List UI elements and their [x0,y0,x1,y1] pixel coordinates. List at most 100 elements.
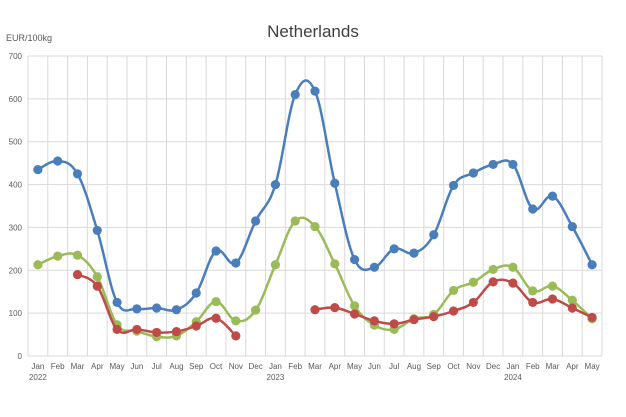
series-0-point [429,230,439,240]
series-1-point [330,259,340,269]
series-2-point [72,269,83,280]
y-tick-label: 500 [9,138,23,147]
x-year-label: 2022 [29,373,47,382]
series-0-line [37,79,594,312]
x-tick-label: Apr [566,362,579,371]
series-0-point [508,159,518,170]
series-1-point [72,250,83,260]
series-2-point [448,306,459,316]
x-tick-label: Aug [169,362,183,371]
series-0-point [251,216,261,226]
x-tick-label: Jan [31,362,44,371]
series-0-point [112,297,122,308]
series-2-point [409,314,419,325]
series-2-point [508,278,518,288]
series-2-point [171,326,182,337]
x-tick-label: Oct [447,362,460,371]
x-tick-label: May [585,362,600,371]
x-tick-label: Feb [288,362,302,371]
x-tick-label: Oct [210,362,223,371]
x-tick-label: Mar [308,362,322,371]
series-2-point [112,324,122,335]
y-tick-label: 200 [9,266,23,275]
x-tick-label: Mar [546,362,560,371]
x-tick-label: Jul [389,362,399,371]
x-year-label: 2024 [504,373,522,382]
series-2-point [547,294,558,304]
series-0-point [349,254,360,265]
series-0-point [409,248,419,258]
series-0-point [72,169,83,179]
series-0-point [567,221,577,232]
y-tick-label: 600 [9,95,23,104]
series-1-point [92,272,102,282]
series-2-point [231,331,241,341]
series-1-point [567,295,577,305]
series-0-point [171,305,182,315]
series-2-point [310,305,320,315]
series-1-point [349,301,360,311]
series-0-point [488,159,498,170]
series-2-point [349,309,360,319]
x-tick-label: May [110,362,125,371]
series-0-point [191,288,201,298]
series-0-point [270,179,281,190]
y-axis-unit-label: EUR/100kg [6,33,53,43]
y-tick-label: 400 [9,181,23,190]
x-tick-label: Apr [329,362,342,371]
x-tick-label: Dec [486,362,500,371]
x-tick-label: Jan [506,362,519,371]
series-2-point [567,303,577,313]
x-tick-label: Dec [249,362,263,371]
series-2-point [528,297,538,308]
series-0-point [290,89,300,100]
x-tick-label: Mar [71,362,85,371]
chart-title: Netherlands [267,22,359,41]
series-0-point [448,180,459,191]
series-2-point [132,324,142,335]
x-tick-label: Jun [368,362,381,371]
series-0-point [211,246,221,256]
series-2-point [92,281,102,291]
series-2-point [587,312,597,323]
x-tick-label: Aug [407,362,421,371]
series-1-point [53,251,63,261]
x-tick-label: Sep [427,362,442,371]
x-tick-label: Jan [269,362,282,371]
series-1-point [508,262,518,272]
series-0-point [33,164,43,175]
series-0-point [587,260,597,270]
series-1-point [231,316,241,326]
x-tick-label: Sep [189,362,204,371]
series-0-point [369,262,379,272]
series-0-point [528,204,538,214]
series-0-point [330,178,340,188]
series-2-point [488,277,498,287]
series-1-point [211,296,221,307]
series-2-point [369,316,379,326]
series-0-point [92,225,102,236]
series-0-point [152,303,162,313]
series-2-point [389,319,399,329]
series-1-point [251,305,261,315]
x-tick-label: Apr [91,362,104,371]
series-2-point [468,297,478,308]
series-1-point [528,286,538,296]
series-0-point [53,156,63,166]
x-tick-label: Nov [229,362,243,371]
series-1-point [448,285,459,296]
series-1-point [547,281,558,291]
x-tick-label: Feb [526,362,540,371]
series-2-point [211,313,221,323]
series-2-point [429,311,439,322]
series-1-point [488,264,498,275]
x-tick-label: Nov [466,362,480,371]
series-1-point [33,260,43,270]
series-2-point [330,302,340,313]
series-0-point [132,304,142,314]
series-0-point [468,168,478,178]
x-tick-label: Jun [130,362,143,371]
y-tick-label: 700 [9,52,23,61]
